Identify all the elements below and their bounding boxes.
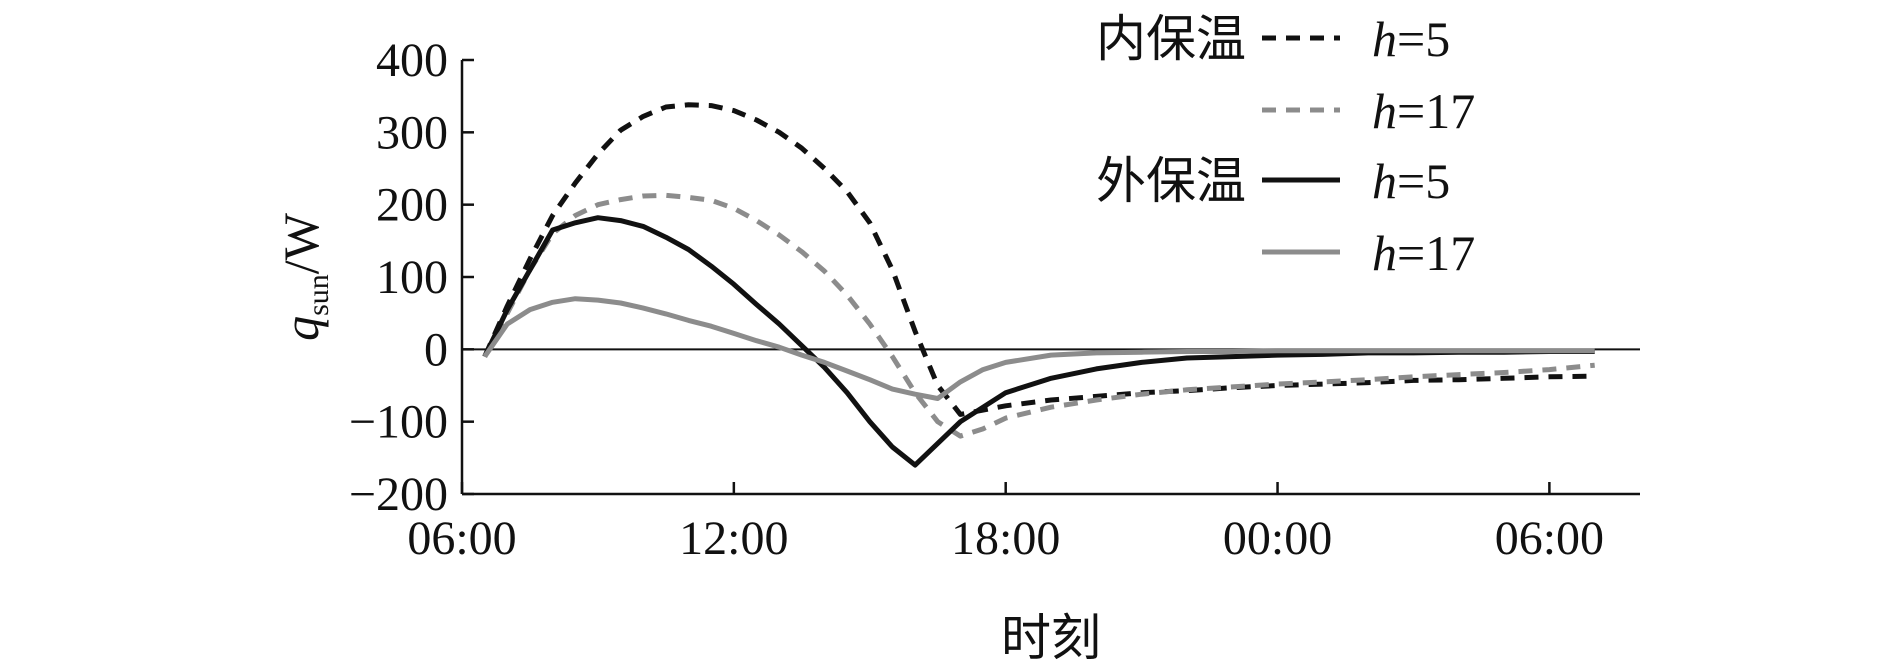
y-tick-label: 0 xyxy=(424,323,448,376)
x-tick-label: 06:00 xyxy=(1495,512,1604,565)
y-tick-label: 100 xyxy=(376,251,448,304)
legend-series-label: h=5 xyxy=(1372,153,1450,209)
series-line-4 xyxy=(482,296,1595,401)
legend-value: =5 xyxy=(1397,11,1450,67)
legend-value: =5 xyxy=(1397,153,1450,209)
legend-var: h xyxy=(1372,153,1397,209)
x-tick-label: 18:00 xyxy=(951,512,1060,565)
legend-var: h xyxy=(1372,83,1397,139)
y-axis-subscript: sun xyxy=(302,274,335,316)
series-lines xyxy=(482,102,1595,468)
series-line-3 xyxy=(482,215,1595,468)
legend-series-label: h=17 xyxy=(1372,225,1475,281)
y-axis-unit: /W xyxy=(273,212,329,274)
x-tick-label: 00:00 xyxy=(1223,512,1332,565)
legend-var: h xyxy=(1372,225,1397,281)
legend-var: h xyxy=(1372,11,1397,67)
y-tick-label: −200 xyxy=(349,468,448,521)
legend-value: =17 xyxy=(1397,83,1475,139)
y-tick-label: 400 xyxy=(376,34,448,87)
legend-group-label: 外保温 xyxy=(1096,153,1246,209)
y-axis-title: qsun/W xyxy=(273,212,335,341)
x-tick-label: 06:00 xyxy=(407,512,516,565)
x-tick-label: 12:00 xyxy=(679,512,788,565)
y-axis-symbol: q xyxy=(273,316,329,341)
y-tick-label: −100 xyxy=(349,396,448,449)
x-axis-title: 时刻 xyxy=(1001,610,1101,665)
legend-series-label: h=17 xyxy=(1372,83,1475,139)
legend-group-label: 内保温 xyxy=(1096,11,1246,67)
legend-value: =17 xyxy=(1397,225,1475,281)
axes xyxy=(460,58,1640,496)
y-tick-label: 200 xyxy=(376,179,448,232)
y-tick-label: 300 xyxy=(376,106,448,159)
legend-series-label: h=5 xyxy=(1372,11,1450,67)
series-line-2 xyxy=(482,192,1595,439)
